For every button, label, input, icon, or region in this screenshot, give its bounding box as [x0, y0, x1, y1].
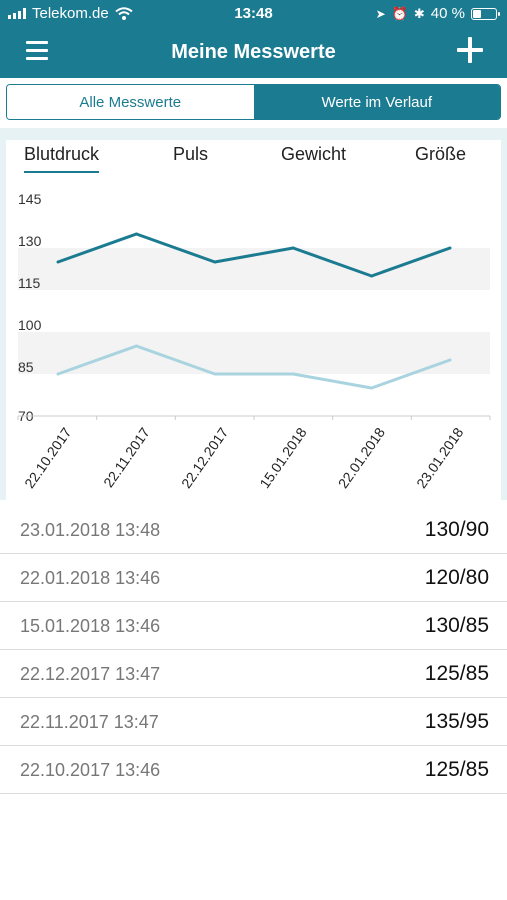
systolic-point	[448, 246, 452, 250]
diastolic-point	[370, 386, 374, 390]
list-item[interactable]: 23.01.2018 13:48 130/90	[0, 506, 507, 554]
list-item-date: 23.01.2018 13:48	[20, 520, 161, 540]
list-item-date: 22.11.2017 13:47	[20, 712, 159, 732]
tab-weight[interactable]: Gewicht	[281, 144, 347, 164]
list-item-date: 22.01.2018 13:46	[20, 568, 161, 588]
x-tick-label: 23.01.2018	[413, 424, 466, 491]
segmented-control: Alle Messwerte Werte im Verlauf	[6, 84, 501, 120]
location-icon: ➤	[375, 6, 386, 21]
y-tick-label: 85	[18, 359, 34, 375]
list-item[interactable]: 22.12.2017 13:47 125/85	[0, 650, 507, 698]
signal-icon	[8, 8, 26, 19]
diastolic-point	[291, 372, 295, 376]
list-item-value: 130/85	[424, 614, 489, 637]
plus-icon[interactable]	[457, 37, 483, 63]
chart-area: Blutdruck Puls Gewicht Größe 145 130 115 10…	[0, 128, 507, 500]
tab-height[interactable]: Größe	[415, 144, 467, 164]
diastolic-point	[213, 372, 217, 376]
systolic-point	[370, 274, 374, 278]
diastolic-point	[134, 344, 138, 348]
diastolic-series-line	[57, 344, 451, 390]
list-item[interactable]: 15.01.2018 13:46 130/85	[0, 602, 507, 650]
measurement-tabs: Blutdruck Puls Gewicht Größe	[6, 140, 501, 174]
battery-percent: 40 %	[430, 5, 465, 22]
segment-history[interactable]: Werte im Verlauf	[253, 85, 500, 119]
list-item[interactable]: 22.10.2017 13:46 125/85	[0, 746, 507, 794]
systolic-point	[213, 260, 217, 264]
x-tick-label: 15.01.2018	[256, 424, 309, 491]
list-item-value: 130/90	[424, 518, 489, 541]
systolic-point	[291, 246, 295, 250]
tab-pulse[interactable]: Puls	[173, 144, 209, 164]
systolic-series-line	[57, 232, 451, 278]
status-time: 13:48	[234, 5, 273, 22]
x-tick-label: 22.10.2017	[21, 424, 74, 491]
y-tick-label: 100	[18, 317, 42, 333]
measurement-list: 23.01.2018 13:48 130/90 22.01.2018 13:46…	[0, 506, 507, 794]
status-bar: Telekom.de 13:48 ➤ ⏰ ✱ 40 %	[0, 0, 507, 28]
list-item-value: 135/95	[424, 710, 489, 733]
carrier-label: Telekom.de	[32, 5, 109, 22]
list-item-value: 125/85	[424, 758, 489, 781]
list-item-value: 125/85	[424, 662, 489, 685]
diastolic-point	[448, 358, 452, 362]
wifi-icon	[115, 7, 133, 20]
x-tick-label: 22.01.2018	[335, 424, 388, 491]
x-tick-label: 22.11.2017	[100, 424, 153, 490]
list-item[interactable]: 22.01.2018 13:46 120/80	[0, 554, 507, 602]
list-item-date: 22.12.2017 13:47	[20, 664, 161, 684]
systolic-point	[56, 260, 60, 264]
list-item-date: 15.01.2018 13:46	[20, 616, 161, 636]
bluetooth-icon: ✱	[413, 5, 425, 21]
chart-card: Blutdruck Puls Gewicht Größe 145 130 115 10…	[6, 140, 501, 500]
x-tick-label: 22.12.2017	[178, 424, 231, 491]
diastolic-point	[56, 372, 60, 376]
hamburger-menu-icon[interactable]	[26, 41, 48, 63]
tab-blood-pressure[interactable]: Blutdruck	[24, 144, 100, 173]
segment-all-values[interactable]: Alle Messwerte	[7, 85, 254, 119]
chart-band	[18, 332, 490, 374]
list-item-date: 22.10.2017 13:46	[20, 760, 161, 780]
y-tick-label: 145	[18, 191, 42, 207]
app-header: Telekom.de 13:48 ➤ ⏰ ✱ 40 % Meine Messwe…	[0, 0, 507, 78]
list-item[interactable]: 22.11.2017 13:47 135/95	[0, 698, 507, 746]
systolic-point	[134, 232, 138, 236]
battery-icon	[471, 7, 500, 20]
page-title: Meine Messwerte	[171, 41, 336, 63]
nav-bar: Meine Messwerte	[0, 28, 507, 78]
y-tick-label: 115	[18, 275, 41, 291]
segment-bar: Alle Messwerte Werte im Verlauf	[0, 78, 507, 128]
y-tick-label: 130	[18, 233, 42, 249]
list-item-value: 120/80	[424, 566, 489, 589]
alarm-icon: ⏰	[391, 5, 408, 21]
